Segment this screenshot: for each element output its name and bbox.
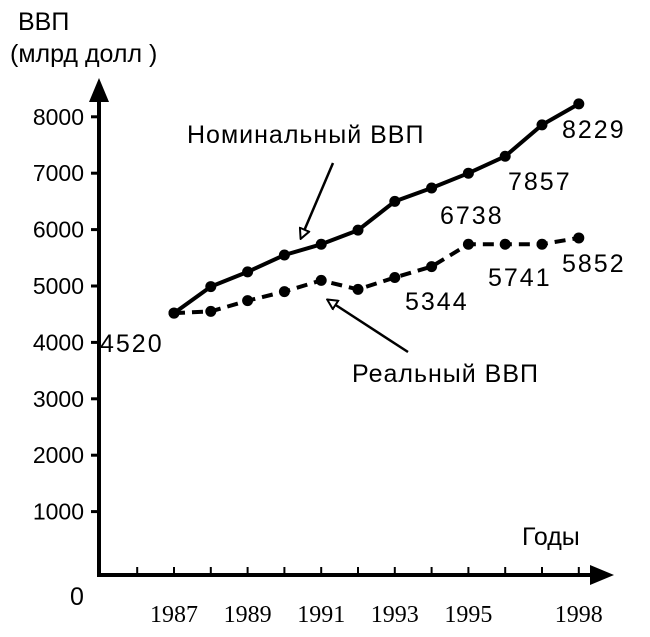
origin-label: 0: [70, 583, 84, 611]
nominal-gdp-point: [352, 224, 364, 236]
nominal-gdp-line: [172, 102, 580, 315]
real-pointer-arrow: [328, 300, 409, 354]
series-label-real: Реальный ВВП: [352, 360, 539, 388]
nominal-gdp-point: [499, 150, 511, 162]
nominal-gdp-point: [242, 266, 254, 278]
y-tick-label: 4000: [33, 329, 84, 355]
data-label-nominal-1998: 8229: [562, 116, 626, 144]
x-tick-label: 1989: [224, 602, 272, 628]
real-gdp-point: [499, 238, 511, 250]
real-gdp-point: [462, 238, 474, 250]
x-axis-title: Годы: [522, 523, 580, 551]
real-gdp-point: [573, 232, 585, 244]
y-axis-unit: (млрд долл ): [10, 40, 157, 68]
nominal-gdp-point: [205, 281, 217, 293]
y-tick-label: 8000: [33, 104, 84, 130]
y-axis-title: ВВП: [18, 8, 69, 36]
nominal-pointer-arrow: [301, 162, 335, 238]
real-gdp-line: [173, 235, 580, 316]
y-tick-label: 6000: [33, 217, 84, 243]
nominal-gdp-point: [315, 238, 327, 250]
y-tick-label: 7000: [33, 160, 84, 186]
data-label-nominal-1996: 7857: [508, 168, 572, 196]
y-axis-arrow: [89, 78, 109, 102]
real-gdp-point: [242, 295, 254, 307]
real-gdp-point: [426, 261, 438, 273]
data-label-real-1996: 5741: [488, 264, 552, 292]
real-gdp-point: [205, 305, 217, 317]
y-tick-label: 5000: [33, 273, 84, 299]
nominal-gdp-point: [278, 249, 290, 261]
data-label-real-1998: 5852: [562, 250, 626, 278]
real-gdp-point: [536, 238, 548, 250]
series-label-nominal: Номинальный ВВП: [187, 121, 424, 149]
real-gdp-point: [278, 286, 290, 298]
nominal-gdp-point: [389, 195, 401, 207]
x-tick-label: 1993: [371, 602, 419, 628]
data-label-real-1994: 5344: [405, 288, 469, 316]
real-gdp-point: [352, 283, 364, 295]
data-label-nominal-1994: 6738: [440, 202, 504, 230]
x-axis-arrow: [590, 565, 614, 585]
real-gdp-point: [315, 274, 327, 286]
nominal-gdp-point: [536, 119, 548, 131]
nominal-gdp-point: [462, 167, 474, 179]
data-label-start: 4520: [100, 330, 164, 358]
x-tick-label: 1987: [150, 602, 198, 628]
nominal-gdp-point: [426, 182, 438, 194]
real-gdp-point: [168, 307, 180, 319]
y-tick-label: 3000: [33, 386, 84, 412]
y-tick-label: 2000: [33, 442, 84, 468]
x-tick-label: 1995: [444, 602, 492, 628]
y-tick-label: 1000: [33, 499, 84, 525]
real-gdp-point: [389, 272, 401, 284]
x-tick-label: 1991: [297, 602, 345, 628]
nominal-gdp-point: [573, 98, 585, 110]
x-tick-label: 1998: [555, 602, 603, 628]
